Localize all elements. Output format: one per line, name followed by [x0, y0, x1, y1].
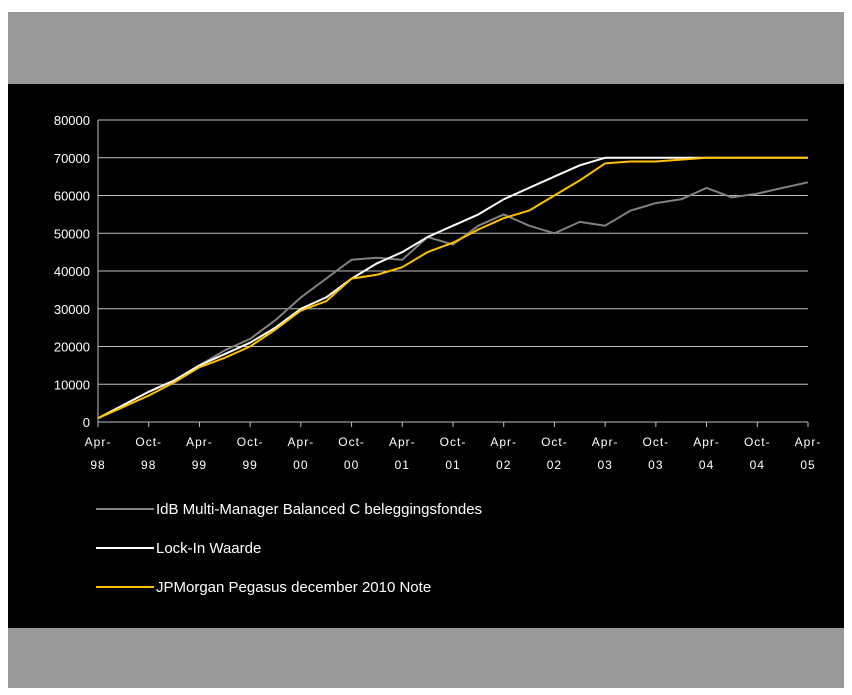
x-tick-label-year: 00: [344, 458, 359, 472]
x-tick-label-month: Oct-: [338, 435, 365, 449]
y-tick-label: 80000: [54, 113, 90, 128]
x-tick-label-month: Apr-: [288, 435, 315, 449]
x-tick-label-month: Oct-: [643, 435, 670, 449]
x-tick-label-year: 04: [750, 458, 765, 472]
legend-label-1: IdB Multi-Manager Balanced C beleggingsf…: [156, 501, 482, 518]
x-tick-label-year: 00: [293, 458, 308, 472]
x-tick-label-year: 02: [496, 458, 511, 472]
x-tick-label-year: 03: [648, 458, 663, 472]
x-tick-label-month: Apr-: [389, 435, 416, 449]
x-tick-label-month: Apr-: [795, 435, 822, 449]
x-tick-label-month: Apr-: [85, 435, 112, 449]
x-tick-label-year: 02: [547, 458, 562, 472]
y-tick-label: 0: [83, 415, 90, 430]
x-tick-label-month: Oct-: [440, 435, 467, 449]
x-tick-label-month: Apr-: [693, 435, 720, 449]
x-tick-label-year: 99: [242, 458, 257, 472]
x-tick-label-year: 04: [699, 458, 714, 472]
x-tick-label-month: Oct-: [237, 435, 264, 449]
x-tick-label-month: Oct-: [135, 435, 162, 449]
legend-label-2: Lock-In Waarde: [156, 540, 261, 557]
y-tick-label: 30000: [54, 302, 90, 317]
x-tick-label-year: 98: [141, 458, 156, 472]
legend-label-3: JPMorgan Pegasus december 2010 Note: [156, 579, 431, 596]
y-tick-label: 10000: [54, 377, 90, 392]
series-line-1: [97, 181, 809, 420]
x-tick-label-year: 99: [192, 458, 207, 472]
y-tick-label: 40000: [54, 264, 90, 279]
x-tick-label-year: 03: [597, 458, 612, 472]
x-tick-label-month: Apr-: [490, 435, 517, 449]
x-tick-label-year: 01: [445, 458, 460, 472]
top-band: [8, 12, 844, 84]
line-chart: 0100002000030000400005000060000700008000…: [54, 113, 822, 596]
x-tick-label-month: Apr-: [592, 435, 619, 449]
x-tick-label-year: 05: [800, 458, 815, 472]
x-tick-label-year: 98: [90, 458, 105, 472]
series-line-2: [97, 156, 808, 420]
y-tick-label: 60000: [54, 189, 90, 204]
y-tick-label: 50000: [54, 226, 90, 241]
y-tick-label: 70000: [54, 151, 90, 166]
x-tick-label-year: 01: [395, 458, 410, 472]
chart-panel: 0 10000 20000 30000 40000 50000 60000 70000 8000…: [8, 84, 844, 628]
x-tick-label-month: Oct-: [744, 435, 771, 449]
x-tick-label-month: Oct-: [541, 435, 568, 449]
x-tick-label-month: Apr-: [186, 435, 213, 449]
y-tick-label: 20000: [54, 340, 90, 355]
series-line-3: [97, 156, 808, 420]
bottom-band: [8, 628, 844, 688]
